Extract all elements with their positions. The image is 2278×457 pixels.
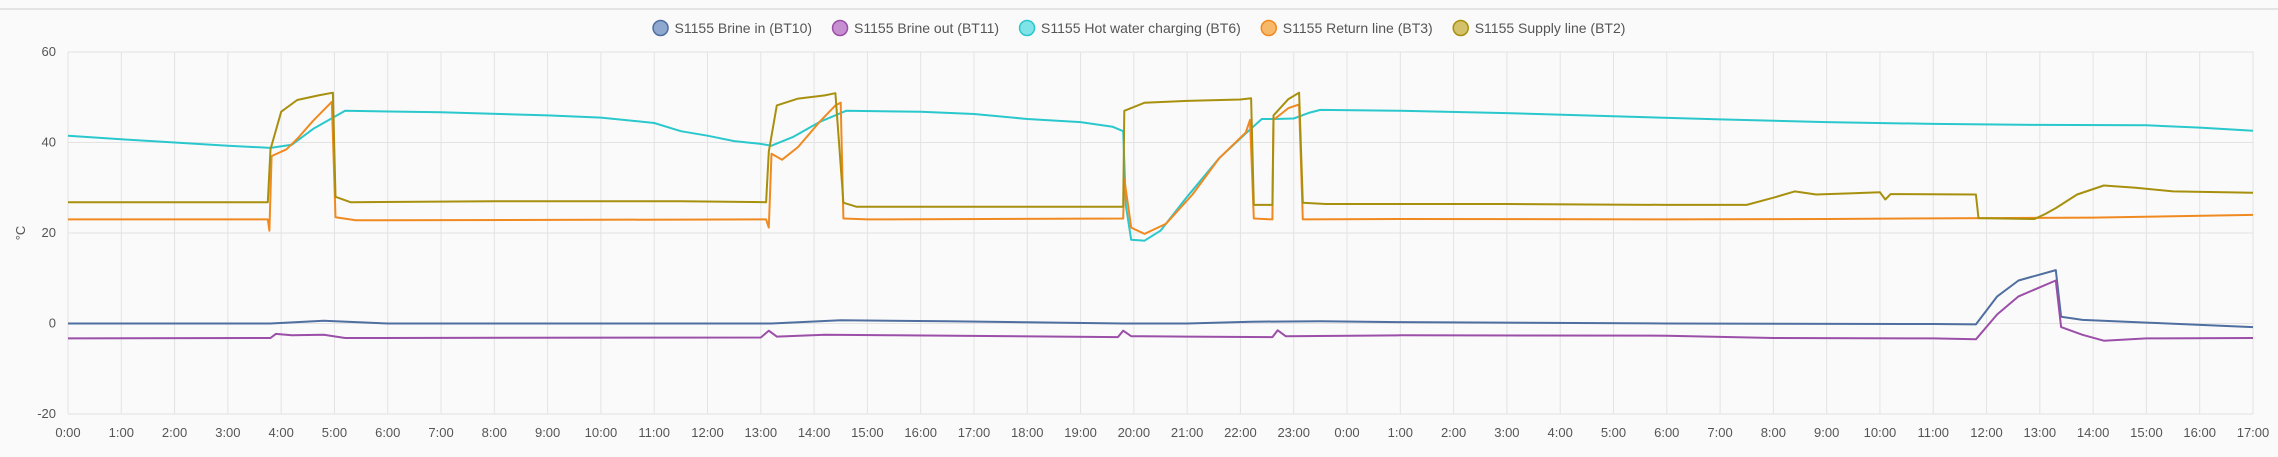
x-tick-label: 4:00 (1548, 425, 1573, 440)
legend-item[interactable]: S1155 Supply line (BT2) (1452, 19, 1626, 37)
y-axis-ticks: 60 40 20 0 -20 (37, 44, 56, 421)
legend-marker (831, 19, 849, 37)
legend-item[interactable]: S1155 Hot water charging (BT6) (1018, 19, 1241, 37)
x-tick-label: 10:00 (1864, 425, 1897, 440)
legend-item[interactable]: S1155 Brine in (BT10) (652, 19, 812, 37)
x-tick-label: 8:00 (1761, 425, 1786, 440)
series-line (68, 100, 2254, 235)
x-tick-label: 17:00 (2237, 425, 2270, 440)
y-gridlines (68, 51, 2253, 415)
x-tick-label: 9:00 (1814, 425, 1839, 440)
legend-label: S1155 Hot water charging (BT6) (1041, 20, 1241, 36)
legend-item[interactable]: S1155 Brine out (BT11) (831, 19, 1000, 37)
x-tick-label: 0:00 (1334, 425, 1359, 440)
x-tick-label: 20:00 (1118, 425, 1151, 440)
y-tick-label: -20 (37, 406, 56, 421)
x-tick-label: 0:00 (55, 425, 80, 440)
legend-label: S1155 Brine in (BT10) (675, 20, 812, 36)
x-tick-label: 11:00 (638, 425, 670, 440)
x-tick-label: 9:00 (535, 425, 560, 440)
x-tick-label: 12:00 (691, 425, 724, 440)
x-tick-label: 6:00 (375, 425, 400, 440)
x-tick-label: 2:00 (162, 425, 187, 440)
x-tick-label: 19:00 (1064, 425, 1097, 440)
x-tick-label: 5:00 (322, 425, 347, 440)
plot-series (67, 91, 2254, 342)
x-tick-label: 7:00 (1707, 425, 1732, 440)
x-tick-label: 7:00 (428, 425, 453, 440)
legend-marker (1260, 19, 1278, 37)
chart-legend[interactable]: S1155 Brine in (BT10) S1155 Brine out (BT… (652, 19, 1626, 37)
y-tick-label: 20 (42, 225, 56, 240)
x-tick-label: 6:00 (1654, 425, 1679, 440)
x-tick-label: 12:00 (1970, 425, 2003, 440)
x-tick-label: 13:00 (745, 425, 778, 440)
x-tick-label: 2:00 (1441, 425, 1466, 440)
x-tick-label: 3:00 (215, 425, 240, 440)
series-line (68, 269, 2254, 329)
x-tick-label: 5:00 (1601, 425, 1626, 440)
legend-label: S1155 Supply line (BT2) (1475, 20, 1626, 36)
legend-label: S1155 Return line (BT3) (1283, 20, 1433, 36)
x-tick-label: 8:00 (482, 425, 507, 440)
x-tick-label: 3:00 (1494, 425, 1519, 440)
x-tick-label: 21:00 (1171, 425, 1204, 440)
x-tick-label: 11:00 (1917, 425, 1949, 440)
x-tick-label: 10:00 (585, 425, 618, 440)
x-gridlines (67, 52, 2254, 414)
x-tick-label: 1:00 (1388, 425, 1413, 440)
y-tick-label: 0 (49, 316, 56, 331)
legend-item[interactable]: S1155 Return line (BT3) (1260, 19, 1433, 37)
x-tick-label: 23:00 (1277, 425, 1310, 440)
legend-marker (652, 19, 669, 37)
series-line (68, 91, 2254, 220)
y-tick-label: 40 (42, 135, 56, 150)
x-tick-label: 4:00 (269, 425, 294, 440)
x-tick-label: 18:00 (1011, 425, 1044, 440)
x-axis-ticks: 0:00 1:00 2:00 3:00 4:00 5:00 6:00 7:00 8:00 9:00… (55, 425, 2269, 440)
x-tick-label: 16:00 (904, 425, 937, 440)
series-line (67, 279, 2254, 342)
y-tick-label: 60 (42, 44, 56, 59)
legend-label: S1155 Brine out (BT11) (854, 20, 999, 36)
x-tick-label: 15:00 (2130, 425, 2163, 440)
x-tick-label: 16:00 (2183, 425, 2216, 440)
x-tick-label: 15:00 (851, 425, 884, 440)
y-axis-label: °C (13, 226, 28, 241)
x-tick-label: 22:00 (1224, 425, 1257, 440)
x-tick-label: 14:00 (2077, 425, 2110, 440)
x-tick-label: 13:00 (2024, 425, 2057, 440)
legend-marker (1018, 19, 1036, 37)
x-tick-label: 17:00 (958, 425, 991, 440)
series-line (67, 108, 2254, 242)
x-tick-label: 14:00 (798, 425, 831, 440)
x-tick-label: 1:00 (109, 425, 134, 440)
legend-marker (1452, 19, 1469, 37)
